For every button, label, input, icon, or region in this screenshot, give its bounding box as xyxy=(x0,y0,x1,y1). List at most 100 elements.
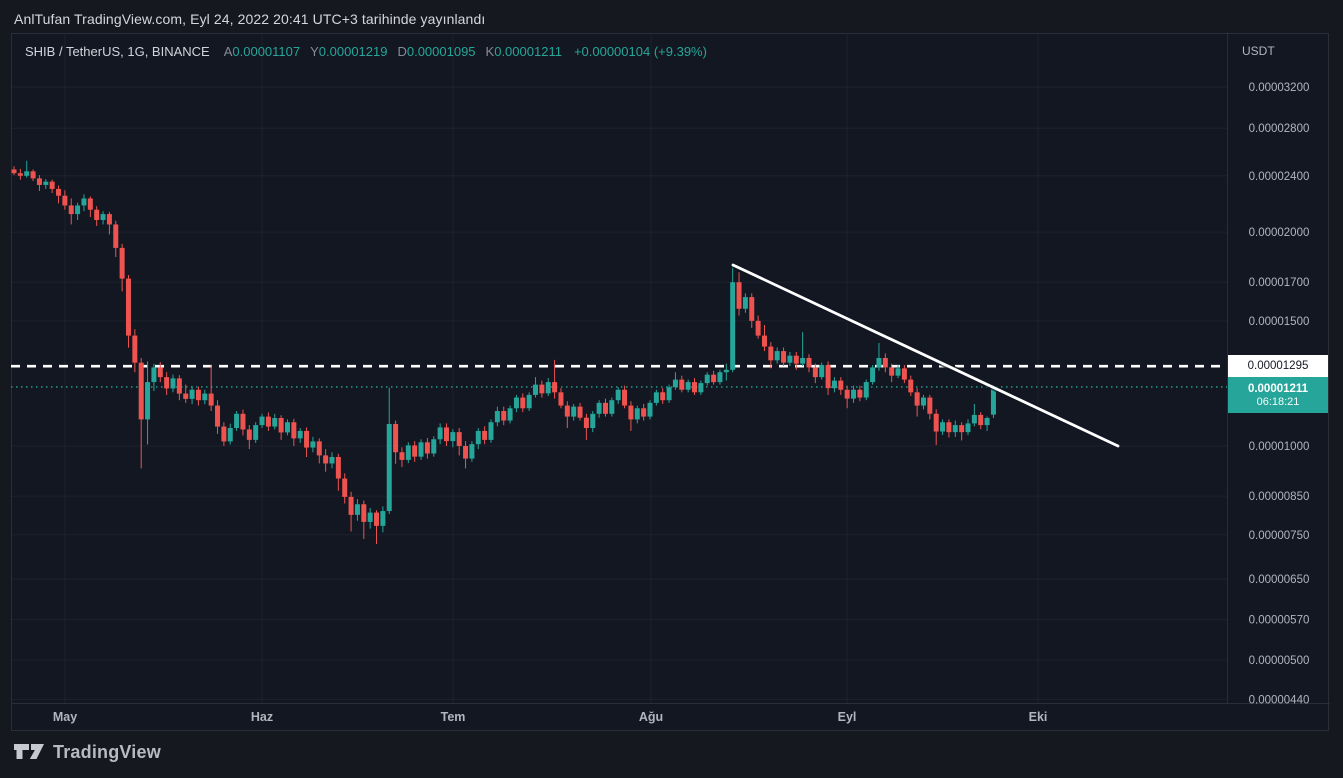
candle-body xyxy=(412,445,418,457)
candle-body xyxy=(119,247,125,279)
candle-body xyxy=(284,422,290,433)
candle-body xyxy=(933,413,939,432)
candle-body xyxy=(456,432,462,446)
candle-body xyxy=(17,173,23,176)
candle-body xyxy=(812,367,818,378)
candle-body xyxy=(545,382,551,394)
candle-body xyxy=(354,504,360,515)
candle-body xyxy=(253,425,259,440)
candle-body xyxy=(844,389,850,399)
candle-body xyxy=(227,428,233,442)
candle-body xyxy=(571,406,577,417)
candle-body xyxy=(56,188,62,196)
candle-body xyxy=(68,205,74,215)
price-tick-label: 0.00002000 xyxy=(1249,227,1310,239)
candle-body xyxy=(971,414,977,424)
grid-lines xyxy=(11,34,1227,703)
candle-body xyxy=(952,425,958,433)
candle-body xyxy=(418,442,424,457)
candle-body xyxy=(666,387,672,401)
candle-body xyxy=(590,413,596,429)
resistance-price-label[interactable]: 0.00001295 xyxy=(1228,355,1328,377)
month-tick-label: Eyl xyxy=(838,710,857,724)
last-price-label[interactable]: 0.00001211 06:18:21 xyxy=(1228,377,1328,413)
candle-body xyxy=(660,392,666,401)
price-tick-label: 0.00002800 xyxy=(1249,123,1310,135)
candle-body xyxy=(272,417,278,427)
candle-body xyxy=(609,400,615,414)
candle-body xyxy=(507,408,513,421)
candle-body xyxy=(615,389,621,401)
candle-body xyxy=(914,392,920,406)
candle-body xyxy=(316,441,322,456)
symbol-legend[interactable]: SHIB / TetherUS, 1G, BINANCE A0.00001107… xyxy=(25,44,707,59)
candle-body xyxy=(806,357,812,368)
candle-body xyxy=(475,430,481,445)
candle-body xyxy=(304,430,310,448)
time-axis[interactable]: May Haz Tem Ağu Eyl Eki xyxy=(53,710,1048,724)
last-price-value: 0.00001211 xyxy=(1247,382,1309,395)
candle-body xyxy=(825,365,831,389)
price-tick-label: 0.00003200 xyxy=(1249,82,1310,94)
candle-body xyxy=(857,389,863,398)
candle-body xyxy=(469,444,475,459)
ohlc-open: A0.00001107 xyxy=(223,44,301,59)
price-level-lines[interactable] xyxy=(11,364,1227,388)
candle-body xyxy=(100,214,106,220)
candle-body xyxy=(863,382,869,398)
candle-body xyxy=(959,425,965,433)
candle-body xyxy=(533,384,539,395)
candle-body xyxy=(838,380,844,390)
candle-body xyxy=(81,198,87,206)
candle-body xyxy=(583,417,589,429)
candle-body xyxy=(946,422,952,433)
candle-body xyxy=(348,496,354,515)
month-tick-label: Tem xyxy=(441,710,466,724)
candle-body xyxy=(393,423,399,453)
candle-body xyxy=(761,335,767,347)
tradingview-brand-text[interactable]: TradingView xyxy=(53,742,161,762)
resistance-price-value: 0.00001295 xyxy=(1247,360,1309,372)
footer-bar: TradingView xyxy=(14,742,161,763)
candle-body xyxy=(87,198,93,210)
candle-body xyxy=(323,455,329,464)
candle-body xyxy=(113,224,119,248)
candle-body xyxy=(787,355,793,363)
candle-body xyxy=(11,169,17,174)
candle-body xyxy=(876,357,882,368)
candle-body xyxy=(138,362,144,420)
candle-body xyxy=(577,406,583,418)
candle-body xyxy=(736,282,742,309)
candle-body xyxy=(990,386,996,415)
candle-body xyxy=(831,380,837,389)
candle-body xyxy=(920,397,926,406)
candle-body xyxy=(895,368,901,376)
candle-body xyxy=(195,389,201,401)
price-axis[interactable]: 0.00003200 0.00002800 0.00002400 0.00002000… xyxy=(1249,82,1310,706)
candle-body xyxy=(672,379,678,388)
candle-body xyxy=(539,384,545,394)
candle-body xyxy=(335,456,341,479)
trendline-drawing[interactable] xyxy=(731,262,1120,449)
candle-body xyxy=(774,351,780,361)
price-tick-label: 0.00001000 xyxy=(1249,441,1310,453)
candle-body xyxy=(698,383,704,393)
candle-body xyxy=(513,397,519,409)
candle-body xyxy=(297,430,303,439)
candle-body xyxy=(647,402,653,417)
symbol-title[interactable]: SHIB / TetherUS, 1G, BINANCE xyxy=(25,44,210,59)
candle-body xyxy=(978,414,984,426)
candle-body xyxy=(889,367,895,376)
candle-body xyxy=(94,209,100,220)
trendline[interactable] xyxy=(731,263,1120,448)
candle-body xyxy=(278,417,284,433)
candle-body xyxy=(711,374,717,383)
tradingview-logo-icon[interactable] xyxy=(14,743,44,762)
candle-body xyxy=(793,355,799,364)
candle-body xyxy=(106,214,112,225)
candle-body xyxy=(176,378,182,394)
candle-body xyxy=(482,430,488,440)
ohlc-high: Y0.00001219 xyxy=(310,44,388,59)
